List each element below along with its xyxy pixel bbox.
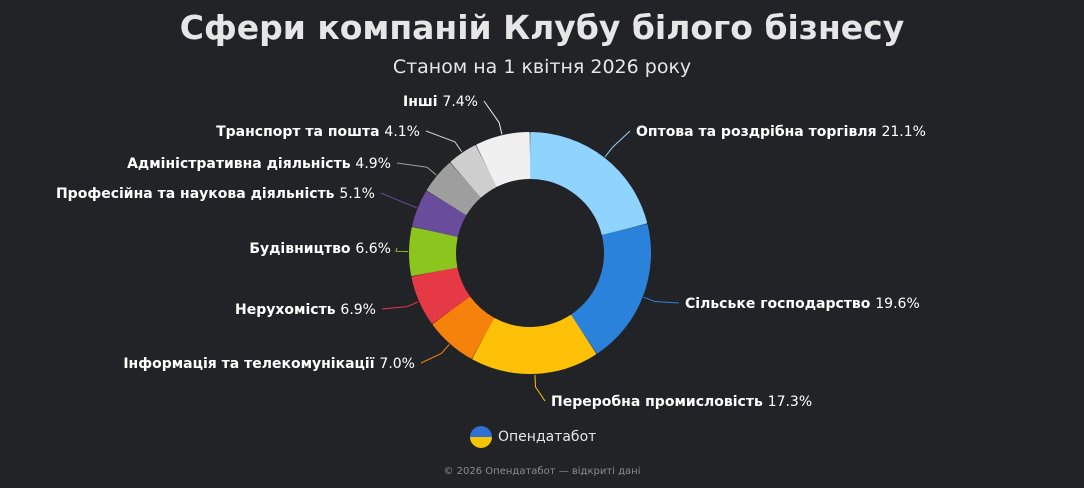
footer-copyright: © 2026 Опендатабот — відкриті дані: [443, 466, 641, 477]
slice-label-name: Переробна промисловість: [551, 394, 768, 410]
donut-slice: [472, 314, 597, 374]
opendatabot-logo-icon: [470, 426, 492, 448]
slice-label-name: Професійна та наукова діяльність: [56, 186, 339, 202]
slice-label: Переробна промисловість 17.3%: [551, 394, 812, 410]
leader-line: [396, 162, 437, 176]
slice-label-name: Адміністративна діяльність: [127, 156, 355, 172]
slice-label-value: 17.3%: [768, 394, 812, 410]
slice-label-name: Сільське господарство: [685, 296, 875, 312]
donut-slice: [450, 145, 497, 198]
slice-label: Сільське господарство 19.6%: [685, 296, 920, 312]
donut-slice: [426, 162, 481, 215]
slice-label-name: Будівництво: [249, 241, 355, 257]
slice-label-name: Інформація та телекомунікації: [123, 356, 379, 372]
donut-slice: [409, 227, 458, 276]
slice-label: Інші 7.4%: [403, 94, 478, 110]
donut-slice: [432, 296, 495, 359]
slice-label-name: Нерухомість: [235, 302, 340, 318]
slice-label-name: Інші: [403, 94, 442, 110]
donut-slice: [529, 132, 648, 236]
leader-line: [395, 247, 409, 252]
leader-line: [381, 301, 419, 310]
slice-label: Адміністративна діяльність 4.9%: [127, 156, 391, 172]
donut-slice: [412, 191, 467, 237]
leader-line: [483, 100, 503, 135]
chart-title: Сфери компаній Клубу білого бізнесу: [179, 8, 905, 47]
slice-label-value: 6.9%: [340, 302, 376, 318]
brand-name: Опендатабот: [498, 429, 597, 445]
leader-line: [425, 130, 463, 153]
slice-label-value: 5.1%: [339, 186, 375, 202]
slice-label: Професійна та наукова діяльність 5.1%: [56, 186, 375, 202]
slice-label-value: 7.0%: [379, 356, 415, 372]
slice-label: Інформація та телекомунікації 7.0%: [123, 356, 415, 372]
donut-slice: [476, 132, 531, 187]
leader-line: [643, 296, 680, 304]
slice-label: Транспорт та пошта 4.1%: [216, 124, 420, 140]
slice-label-name: Оптова та роздрібна торгівля: [636, 124, 881, 140]
donut-slice: [411, 267, 470, 324]
slice-label-value: 6.6%: [355, 241, 391, 257]
slice-label: Оптова та роздрібна торгівля 21.1%: [636, 124, 926, 140]
slice-label-value: 4.1%: [384, 124, 420, 140]
leader-line: [380, 192, 417, 209]
leader-line: [420, 344, 450, 364]
slice-label-value: 4.9%: [355, 156, 391, 172]
slice-label-value: 7.4%: [442, 94, 478, 110]
leader-line: [604, 130, 631, 158]
brand-block: Опендатабот: [470, 426, 596, 448]
slice-label-name: Транспорт та пошта: [216, 124, 384, 140]
leader-line: [534, 374, 546, 402]
slice-label-value: 19.6%: [875, 296, 919, 312]
chart-subtitle: Станом на 1 квітня 2026 року: [392, 56, 692, 78]
slice-label: Будівництво 6.6%: [249, 241, 391, 257]
donut-slice: [571, 224, 651, 354]
slice-label-value: 21.1%: [881, 124, 925, 140]
slice-label: Нерухомість 6.9%: [235, 302, 376, 318]
